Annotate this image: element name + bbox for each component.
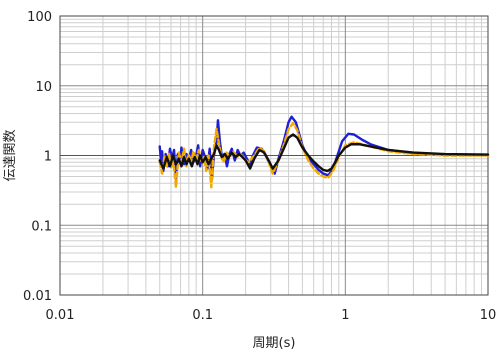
x-tick-label: 10 [480, 308, 497, 323]
y-tick-label: 0.01 [23, 289, 52, 304]
y-tick-label: 10 [35, 80, 52, 95]
x-tick-label: 0.01 [46, 308, 75, 323]
x-tick-labels: 0.01 0.1 1 10 [46, 308, 497, 323]
series-layer [158, 115, 490, 189]
y-tick-labels: 0.01 0.1 1 10 100 [23, 10, 52, 304]
y-tick-label: 100 [27, 10, 52, 25]
y-tick-label: 0.1 [31, 219, 52, 234]
y-axis-title: 伝達関数 [3, 129, 18, 181]
x-tick-label: 0.1 [192, 308, 213, 323]
series-line-2 [158, 122, 490, 189]
series-line-3 [158, 133, 490, 173]
y-tick-label: 1 [44, 150, 52, 165]
x-tick-label: 1 [341, 308, 349, 323]
x-axis-title: 周期(s) [253, 336, 296, 351]
